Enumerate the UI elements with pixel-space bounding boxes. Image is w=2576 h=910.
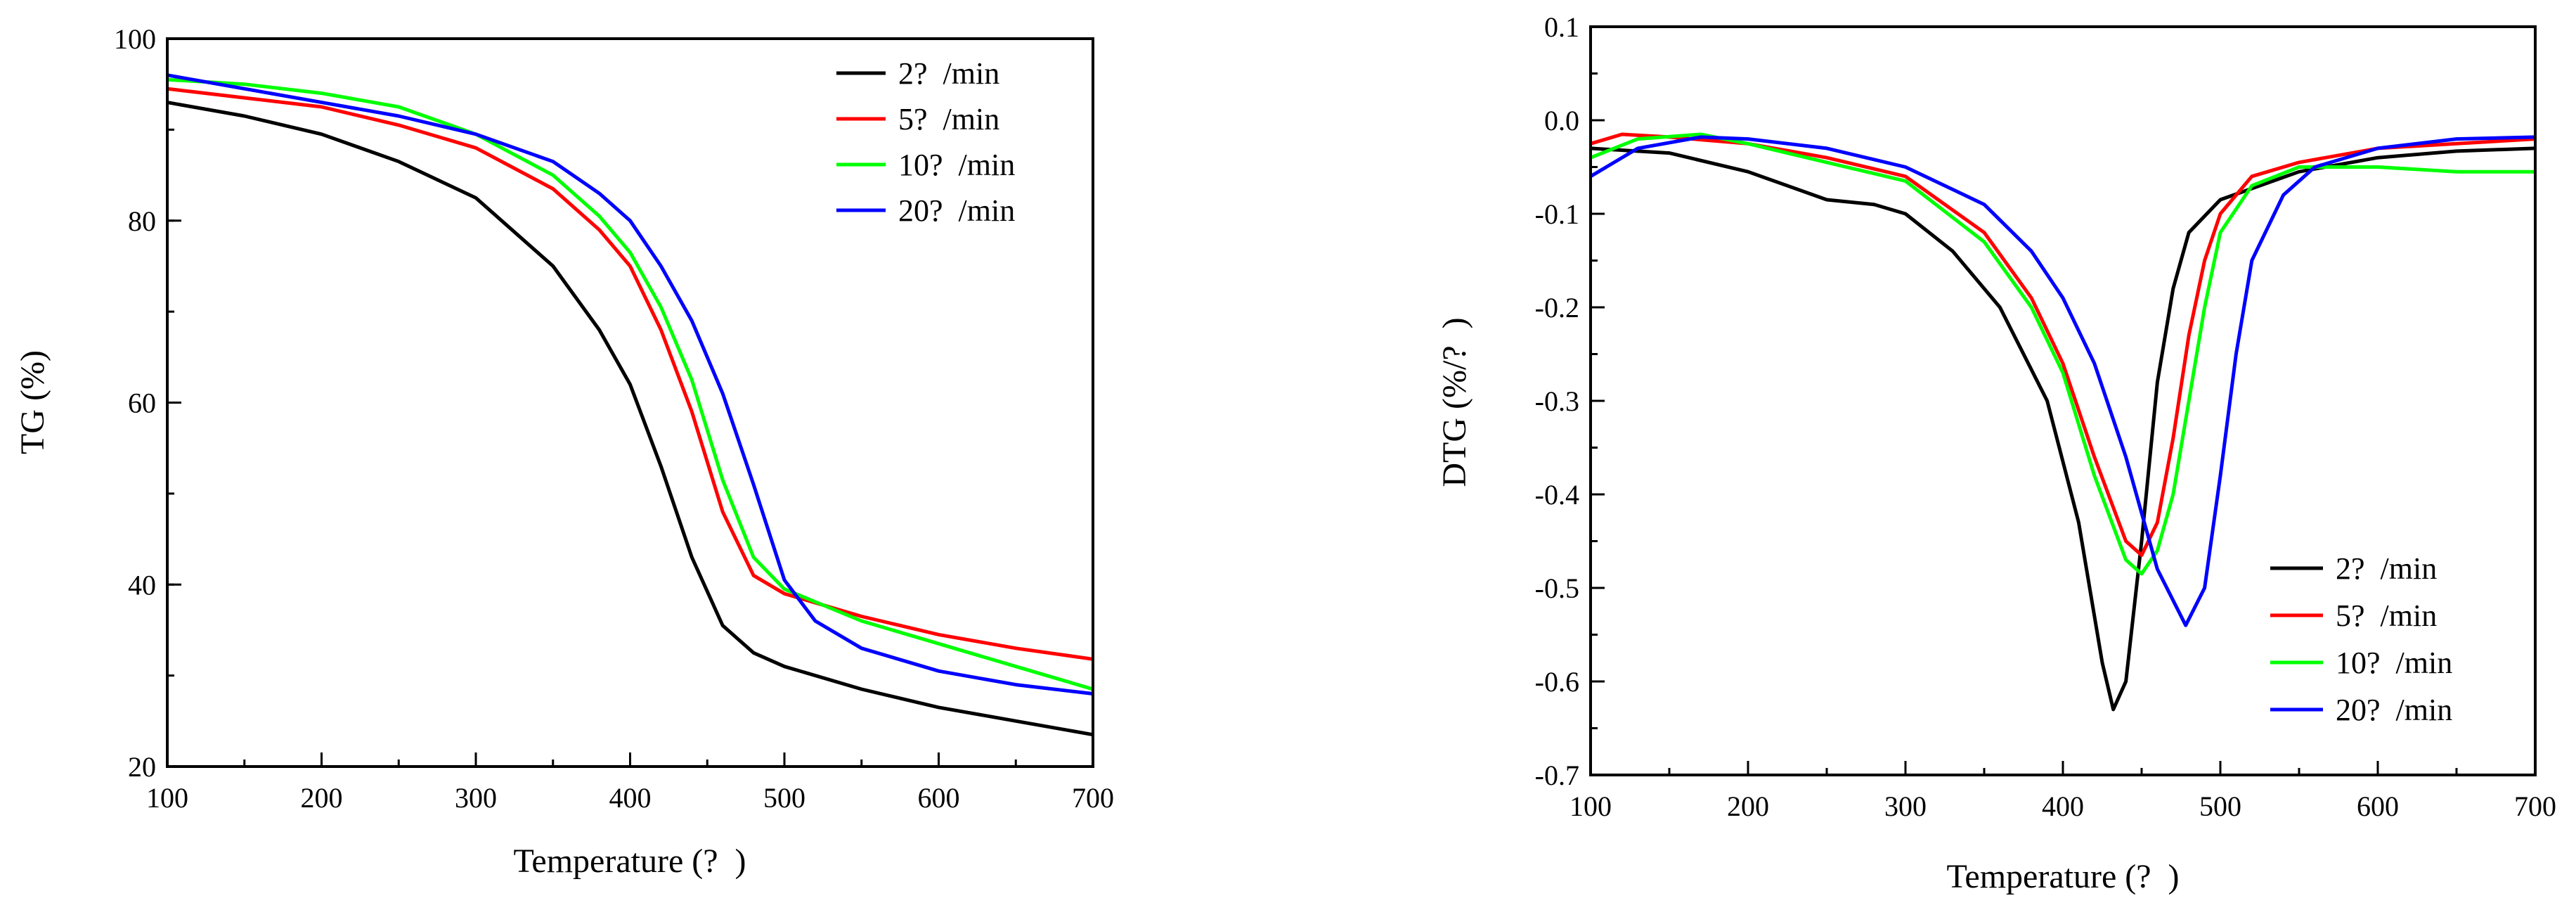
dtg-legend-label-3: 20? /min [2336, 693, 2452, 727]
tg-series-line-1 [167, 86, 1094, 661]
dtg-series-line-2 [1590, 132, 2535, 576]
dtg-series-line-3 [1589, 135, 2536, 627]
dtg-y-tick-label: -0.3 [1535, 385, 1579, 417]
tg-y-tick-label: 40 [128, 569, 156, 601]
dtg-y-tick-label: -0.6 [1535, 666, 1579, 698]
dtg-series-line-0 [1590, 146, 2536, 712]
tg-x-axis-title: Temperature (? ) [513, 842, 746, 880]
dtg-x-axis-title: Temperature (? ) [1946, 858, 2179, 895]
dtg-legend-label-2: 10? /min [2336, 646, 2452, 680]
tg-legend-label-2: 10? /min [898, 148, 1015, 182]
dtg-y-tick-label: -0.2 [1535, 292, 1579, 323]
tg-x-tick-label: 500 [763, 782, 805, 814]
dtg-x-tick-label: 400 [2042, 790, 2084, 822]
dtg-x-tick-label: 500 [2199, 790, 2241, 822]
dtg-series-line-1 [1590, 132, 2536, 557]
tg-y-tick-label: 100 [114, 23, 156, 55]
tg-legend-label-1: 5? /min [898, 102, 999, 136]
tg-x-tick-label: 400 [609, 782, 652, 814]
tg-legend-label-0: 2? /min [898, 56, 999, 91]
tg-x-tick-label: 200 [301, 782, 343, 814]
dtg-y-tick-label: 0.1 [1544, 11, 1579, 43]
tg-legend-label-3: 20? /min [898, 193, 1015, 228]
tg-series-line-3 [167, 73, 1094, 696]
dtg-x-tick-label: 600 [2357, 790, 2399, 822]
tg-series-line-0 [167, 101, 1094, 737]
tg-x-tick-label: 100 [146, 782, 188, 814]
tg-x-tick-label: 300 [455, 782, 497, 814]
dtg-y-axis-title: DTG (%/? ) [1436, 317, 1473, 487]
dtg-y-tick-label: -0.4 [1535, 479, 1579, 511]
tg-y-axis-title: TG (%) [14, 350, 51, 454]
tg-y-tick-label: 80 [128, 205, 156, 237]
dtg-legend: 2? /min 5? /min 10? /min 20? /min [2270, 551, 2452, 727]
tg-y-tick-label: 20 [128, 751, 156, 783]
dtg-legend-label-0: 2? /min [2336, 551, 2437, 586]
tg-series-line-2 [167, 77, 1094, 691]
dtg-y-tick-label: -0.7 [1535, 760, 1579, 791]
dtg-y-tick-label: -0.5 [1535, 572, 1579, 604]
dtg-x-tick-label: 100 [1569, 790, 1612, 822]
dtg-x-tick-label: 300 [1884, 790, 1927, 822]
tg-x-tick-label: 600 [918, 782, 960, 814]
tg-y-tick-label: 60 [128, 387, 156, 419]
dtg-x-tick-label: 700 [2514, 790, 2556, 822]
tg-chart: 100 200 300 400 500 600 700 20 40 60 80 100 Temperat… [14, 23, 1114, 880]
tg-x-tick-label: 700 [1072, 782, 1114, 814]
dtg-legend-label-1: 5? /min [2336, 598, 2437, 633]
dtg-y-tick-label: -0.1 [1535, 198, 1579, 230]
dtg-x-tick-label: 200 [1727, 790, 1769, 822]
dtg-y-tick-label: 0.0 [1544, 105, 1579, 136]
dtg-chart: 100 200 300 400 500 600 700 0.1 0.0 -0.1 -0.2 -0.3 -… [1436, 11, 2556, 895]
tg-legend: 2? /min 5? /min 10? /min 20? /min [836, 56, 1015, 228]
